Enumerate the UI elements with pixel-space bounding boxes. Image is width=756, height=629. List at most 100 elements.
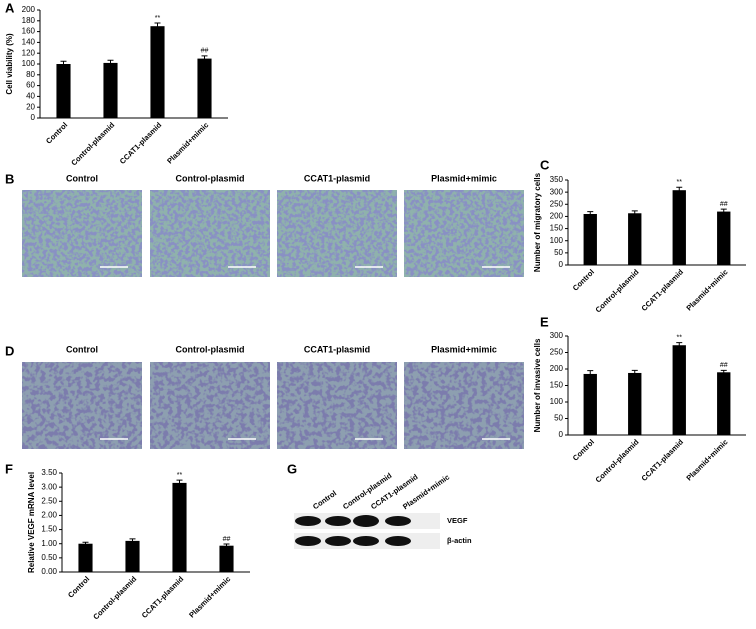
- y-axis-label: Number of invasive cells: [533, 338, 542, 432]
- y-tick-label: 1.00: [41, 539, 57, 548]
- y-tick-label: 3.50: [41, 468, 57, 477]
- y-tick-label: 140: [22, 38, 36, 47]
- y-axis-label: Number of migratory cells: [533, 172, 542, 272]
- blot-band: [385, 536, 411, 546]
- micrograph: [404, 190, 524, 277]
- bar: [56, 64, 71, 118]
- micrograph: [277, 362, 397, 449]
- y-tick-label: 120: [22, 48, 36, 57]
- blot-band: [295, 516, 321, 526]
- y-tick-label: 100: [550, 397, 564, 406]
- x-tick-label: Control: [44, 120, 69, 145]
- y-tick-label: 150: [550, 224, 564, 233]
- micrograph: [22, 190, 142, 277]
- error-bar: [587, 370, 594, 378]
- x-tick-label: CCAT1-plasmid: [140, 574, 186, 620]
- bar: [583, 373, 597, 435]
- x-tick-label: CCAT1-plasmid: [118, 120, 164, 166]
- error-bar: [82, 541, 89, 546]
- y-tick-label: 200: [22, 5, 36, 14]
- blot-band: [353, 536, 379, 546]
- x-tick-label: Plasmid+mimic: [684, 267, 729, 312]
- image-caption: Control-plasmid: [176, 344, 245, 354]
- x-tick-label: Control: [66, 574, 91, 599]
- x-tick-label: Control: [571, 267, 596, 292]
- error-bar: [107, 59, 114, 66]
- blot-band: [385, 516, 411, 526]
- error-bar: [720, 369, 727, 375]
- image-caption: Control-plasmid: [176, 173, 245, 183]
- y-tick-label: 1.50: [41, 525, 57, 534]
- image-caption: CCAT1-plasmid: [304, 173, 370, 183]
- bar: [672, 345, 686, 435]
- blot-band: [325, 516, 351, 526]
- bar: [197, 58, 212, 118]
- y-tick-label: 300: [550, 187, 564, 196]
- blot-band: [353, 515, 379, 527]
- y-tick-label: 150: [550, 381, 564, 390]
- y-tick-label: 100: [550, 236, 564, 245]
- significance-mark: ##: [201, 48, 209, 55]
- y-axis-label: Relative VEGF mRNA level: [27, 472, 36, 573]
- y-tick-label: 100: [22, 59, 36, 68]
- band-label: β-actin: [447, 536, 472, 545]
- y-tick-label: 40: [26, 92, 35, 101]
- y-tick-label: 0: [559, 260, 564, 269]
- y-tick-label: 160: [22, 27, 36, 36]
- error-bar: [223, 543, 230, 548]
- bar: [103, 62, 118, 118]
- blot-band: [295, 536, 321, 546]
- panel-letter: B: [5, 171, 14, 186]
- y-tick-label: 60: [26, 81, 35, 90]
- significance-mark: **: [677, 334, 683, 341]
- panel-letter: F: [5, 461, 13, 476]
- bar: [219, 545, 234, 572]
- x-tick-label: Control: [571, 437, 596, 462]
- error-bar: [60, 60, 67, 67]
- image-caption: CCAT1-plasmid: [304, 344, 370, 354]
- image-caption: Control: [66, 173, 98, 183]
- error-bar: [676, 186, 683, 194]
- significance-mark: **: [177, 472, 183, 479]
- x-tick-label: Plasmid+mimic: [165, 120, 210, 165]
- y-tick-label: 200: [550, 212, 564, 221]
- x-tick-label: Control-plasmid: [594, 437, 641, 484]
- y-tick-label: 300: [550, 331, 564, 340]
- y-tick-label: 180: [22, 16, 36, 25]
- image-caption: Plasmid+mimic: [431, 344, 497, 354]
- micrograph: [150, 362, 270, 449]
- error-bar: [631, 210, 638, 216]
- error-bar: [176, 479, 183, 486]
- panel-letter: C: [540, 157, 550, 172]
- y-tick-label: 2.50: [41, 496, 57, 505]
- error-bar: [201, 55, 208, 62]
- bar: [628, 372, 642, 435]
- x-tick-label: Plasmid+mimic: [684, 437, 729, 482]
- significance-mark: **: [155, 15, 161, 22]
- y-axis-label: Cell viability (%): [5, 33, 14, 95]
- y-tick-label: 0.00: [41, 567, 57, 576]
- x-tick-label: Control-plasmid: [69, 120, 116, 167]
- significance-mark: ##: [720, 362, 728, 369]
- y-tick-label: 2.00: [41, 511, 57, 520]
- micrograph: [404, 362, 524, 449]
- error-bar: [631, 369, 638, 376]
- micrograph: [277, 190, 397, 277]
- x-tick-label: Control-plasmid: [91, 574, 138, 621]
- lane-label: Control-plasmid: [341, 471, 394, 512]
- error-bar: [129, 538, 136, 543]
- bar: [583, 214, 597, 265]
- bar: [717, 211, 731, 265]
- bar: [125, 540, 140, 572]
- bar: [172, 482, 187, 572]
- significance-mark: ##: [720, 201, 728, 208]
- x-tick-label: Control-plasmid: [594, 267, 641, 314]
- band-label: VEGF: [447, 516, 468, 525]
- lane-label: Control: [311, 489, 338, 512]
- panel-letter: G: [287, 461, 297, 476]
- significance-mark: **: [677, 179, 683, 186]
- y-tick-label: 50: [554, 248, 563, 257]
- blot-band: [325, 536, 351, 546]
- y-tick-label: 50: [554, 414, 563, 423]
